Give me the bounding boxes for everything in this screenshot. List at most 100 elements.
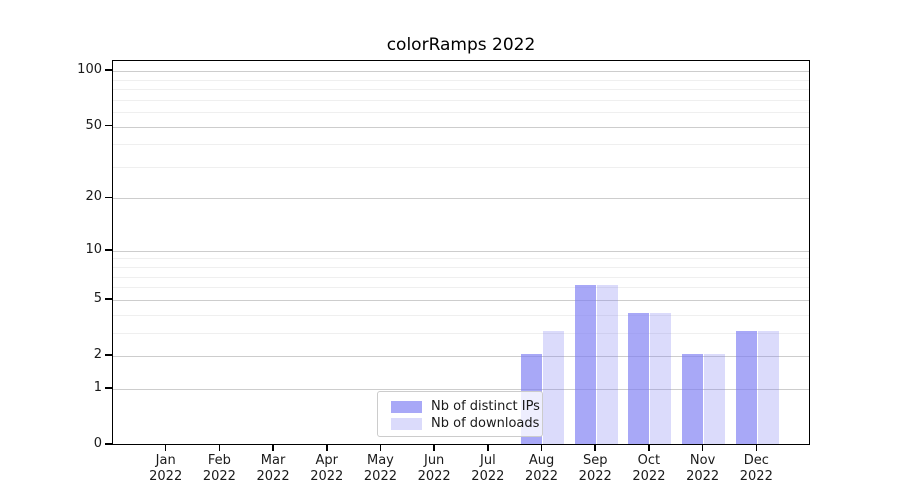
x-tick-month: Apr bbox=[315, 453, 339, 468]
minor-gridline bbox=[113, 89, 809, 91]
y-tick-mark bbox=[105, 443, 112, 445]
legend-swatch-downloads bbox=[391, 417, 422, 430]
y-tick-label: 10 bbox=[85, 241, 102, 257]
x-tick-month: Sep bbox=[582, 453, 608, 468]
x-tick-year: 2022 bbox=[363, 469, 397, 484]
bar-downloads-oct bbox=[650, 312, 672, 444]
x-tick-label: Feb 2022 bbox=[187, 453, 251, 485]
x-tick-mark bbox=[379, 445, 382, 451]
legend-item-distinct-ips: Nb of distinct IPs bbox=[391, 398, 542, 415]
minor-gridline bbox=[113, 287, 809, 289]
x-tick-month: Nov bbox=[689, 453, 716, 468]
plot-area bbox=[112, 60, 810, 445]
x-tick-month: Mar bbox=[260, 453, 286, 468]
x-tick-label: May 2022 bbox=[348, 453, 412, 485]
x-tick-year: 2022 bbox=[149, 469, 183, 484]
x-tick-month: Jan bbox=[155, 453, 176, 468]
bar-distinct-ips-dec bbox=[735, 330, 757, 444]
minor-gridline bbox=[113, 112, 809, 114]
y-tick-label: 0 bbox=[93, 436, 102, 451]
major-gridline bbox=[113, 250, 809, 252]
x-tick-year: 2022 bbox=[578, 469, 612, 484]
y-tick-mark bbox=[105, 298, 112, 300]
x-tick-label: Apr 2022 bbox=[295, 453, 359, 485]
major-gridline bbox=[113, 356, 809, 357]
chart-title: colorRamps 2022 bbox=[386, 35, 536, 55]
y-tick-mark bbox=[105, 124, 112, 127]
x-tick-year: 2022 bbox=[202, 469, 236, 484]
x-tick-label: Jun 2022 bbox=[402, 453, 466, 485]
x-tick-month: Oct bbox=[637, 453, 661, 468]
minor-gridline bbox=[113, 314, 809, 316]
x-tick-mark bbox=[272, 445, 274, 451]
x-tick-label: Jan 2022 bbox=[134, 453, 198, 485]
bar-distinct-ips-oct bbox=[628, 312, 650, 444]
x-tick-year: 2022 bbox=[686, 469, 720, 484]
legend-item-downloads: Nb of downloads bbox=[391, 415, 542, 432]
x-tick-label: Sep 2022 bbox=[563, 453, 627, 485]
x-tick-month: Jun bbox=[423, 453, 445, 468]
x-tick-year: 2022 bbox=[471, 469, 505, 484]
bar-downloads-dec bbox=[757, 330, 779, 444]
major-gridline bbox=[113, 126, 809, 128]
minor-gridline bbox=[113, 332, 809, 334]
legend-label-downloads: Nb of downloads bbox=[431, 415, 540, 431]
bar-distinct-ips-nov bbox=[682, 354, 704, 444]
legend: Nb of distinct IPs Nb of downloads bbox=[377, 391, 543, 437]
y-tick-mark bbox=[105, 196, 112, 199]
x-tick-year: 2022 bbox=[256, 469, 290, 484]
x-tick-mark bbox=[540, 445, 543, 451]
y-tick-label: 20 bbox=[85, 189, 102, 205]
x-tick-mark bbox=[755, 445, 758, 451]
x-tick-label: Dec 2022 bbox=[724, 453, 788, 485]
x-tick-mark bbox=[326, 445, 328, 451]
x-tick-label: Oct 2022 bbox=[617, 453, 681, 485]
x-tick-mark bbox=[648, 445, 650, 451]
minor-gridline bbox=[113, 144, 809, 146]
bar-downloads-aug bbox=[543, 330, 565, 444]
x-tick-month: Aug bbox=[528, 453, 555, 468]
x-tick-month: Dec bbox=[743, 453, 769, 468]
x-tick-mark bbox=[164, 445, 167, 451]
minor-gridline bbox=[113, 258, 809, 260]
bar-downloads-nov bbox=[704, 354, 726, 444]
x-tick-mark bbox=[433, 445, 435, 451]
y-tick-mark bbox=[105, 354, 112, 356]
major-gridline bbox=[113, 388, 809, 390]
y-tick-mark bbox=[105, 249, 112, 251]
minor-gridline bbox=[113, 99, 809, 101]
x-tick-label: Aug 2022 bbox=[510, 453, 574, 485]
y-tick-label: 50 bbox=[85, 117, 102, 133]
y-tick-mark bbox=[105, 69, 112, 71]
y-tick-label: 100 bbox=[77, 62, 102, 78]
minor-gridline bbox=[113, 166, 809, 168]
x-tick-month: Feb bbox=[207, 453, 231, 468]
minor-gridline bbox=[113, 79, 809, 81]
y-tick-label: 2 bbox=[93, 347, 102, 362]
x-tick-month: May bbox=[367, 453, 394, 468]
legend-swatch-distinct-ips bbox=[391, 400, 422, 413]
x-tick-mark bbox=[594, 445, 596, 451]
x-tick-year: 2022 bbox=[739, 469, 773, 484]
x-tick-label: Mar 2022 bbox=[241, 453, 305, 485]
x-tick-mark bbox=[218, 445, 221, 451]
x-tick-year: 2022 bbox=[310, 469, 344, 484]
x-tick-year: 2022 bbox=[524, 469, 559, 484]
major-gridline bbox=[113, 71, 809, 73]
bar-distinct-ips-sep bbox=[574, 285, 596, 444]
x-tick-mark bbox=[701, 445, 704, 451]
x-tick-label: Nov 2022 bbox=[671, 453, 735, 485]
minor-gridline bbox=[113, 267, 809, 269]
x-tick-year: 2022 bbox=[417, 469, 451, 484]
minor-gridline bbox=[113, 276, 809, 278]
x-tick-year: 2022 bbox=[632, 469, 666, 484]
y-tick-label: 1 bbox=[93, 379, 102, 395]
y-tick-mark bbox=[105, 387, 112, 389]
x-tick-mark bbox=[487, 445, 489, 451]
x-tick-month: Jul bbox=[480, 453, 496, 468]
x-tick-label: Jul 2022 bbox=[456, 453, 520, 485]
major-gridline bbox=[113, 198, 809, 200]
major-gridline bbox=[113, 299, 809, 301]
y-tick-label: 5 bbox=[93, 290, 102, 306]
